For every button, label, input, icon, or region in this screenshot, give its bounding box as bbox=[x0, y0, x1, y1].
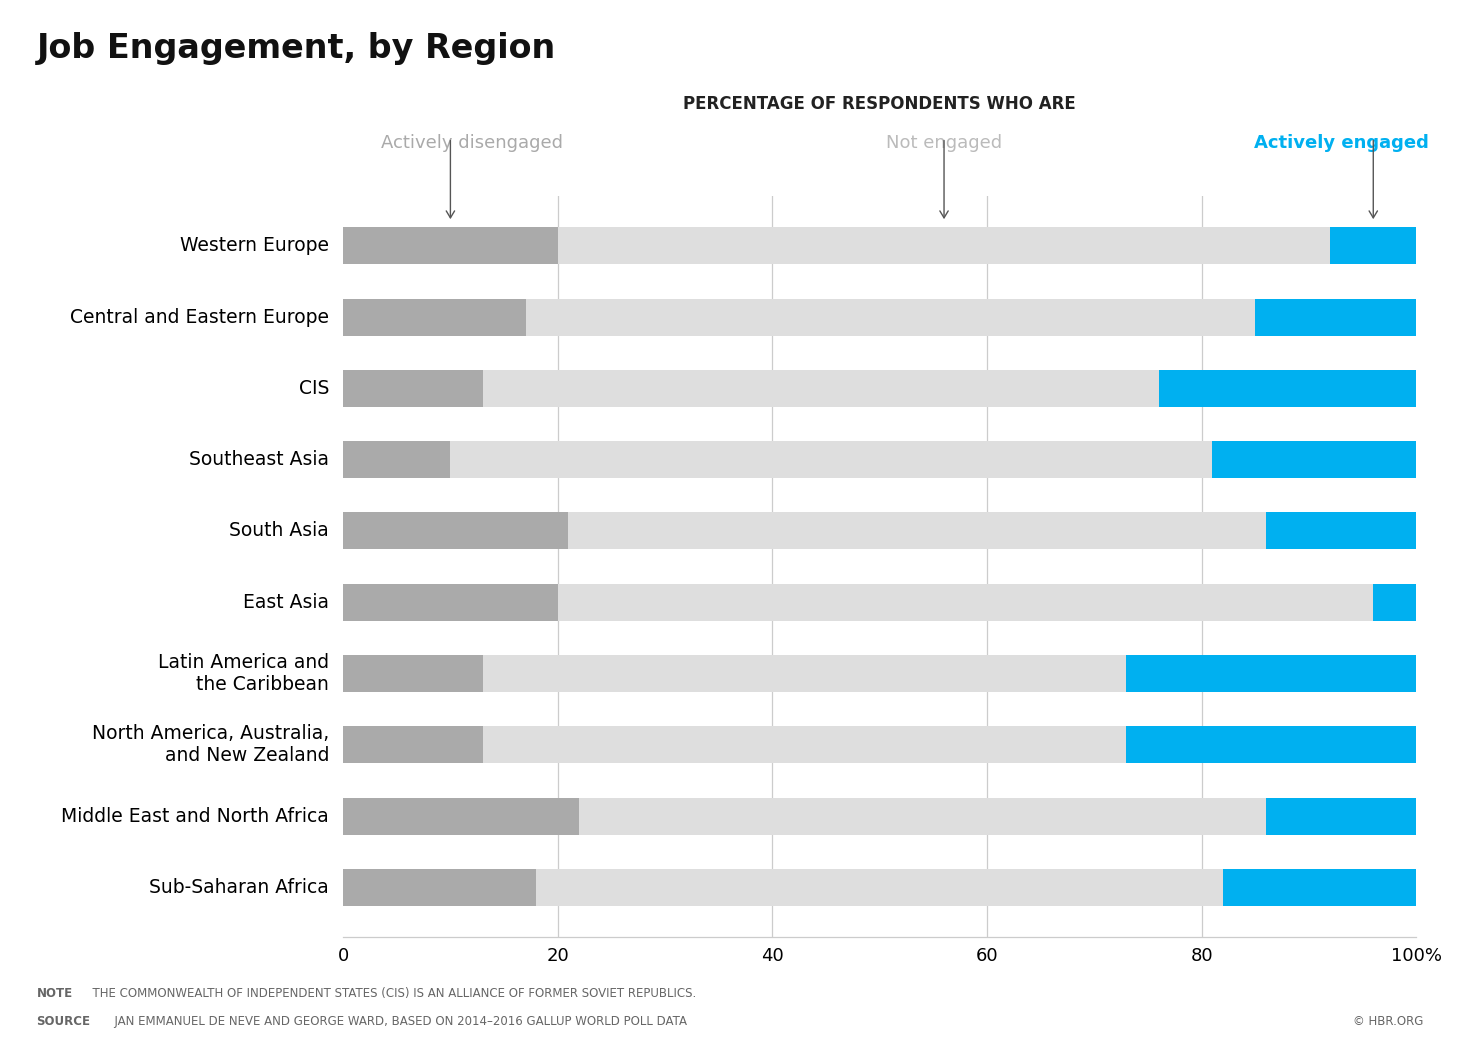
Text: Actively disengaged: Actively disengaged bbox=[381, 134, 564, 152]
Bar bbox=[1159, 370, 1416, 407]
Bar bbox=[343, 868, 536, 905]
Bar bbox=[343, 370, 483, 407]
Bar bbox=[1266, 797, 1416, 834]
Bar bbox=[1212, 442, 1416, 479]
Bar bbox=[1374, 584, 1416, 621]
Bar bbox=[343, 228, 558, 265]
Text: JAN EMMANUEL DE NEVE AND GEORGE WARD, BASED ON 2014–2016 GALLUP WORLD POLL DATA: JAN EMMANUEL DE NEVE AND GEORGE WARD, BA… bbox=[107, 1015, 686, 1027]
Bar bbox=[1127, 726, 1416, 764]
Bar bbox=[536, 868, 1223, 905]
Bar bbox=[343, 797, 580, 834]
Bar bbox=[1256, 299, 1416, 336]
Bar bbox=[1330, 228, 1416, 265]
Bar bbox=[343, 584, 558, 621]
Bar bbox=[450, 442, 1212, 479]
Text: PERCENTAGE OF RESPONDENTS WHO ARE: PERCENTAGE OF RESPONDENTS WHO ARE bbox=[683, 95, 1076, 113]
Bar bbox=[1127, 654, 1416, 692]
Text: THE COMMONWEALTH OF INDEPENDENT STATES (CIS) IS AN ALLIANCE OF FORMER SOVIET REP: THE COMMONWEALTH OF INDEPENDENT STATES (… bbox=[85, 987, 696, 1000]
Bar bbox=[558, 584, 1374, 621]
Text: Actively engaged: Actively engaged bbox=[1254, 134, 1428, 152]
Bar bbox=[526, 299, 1256, 336]
Text: Not engaged: Not engaged bbox=[886, 134, 1002, 152]
Bar bbox=[343, 442, 450, 479]
Bar bbox=[580, 797, 1266, 834]
Bar bbox=[483, 370, 1159, 407]
Text: © HBR.ORG: © HBR.ORG bbox=[1353, 1015, 1424, 1027]
Bar bbox=[483, 726, 1127, 764]
Bar bbox=[343, 654, 483, 692]
Bar bbox=[1223, 868, 1416, 905]
Bar bbox=[343, 299, 526, 336]
Bar bbox=[568, 513, 1266, 550]
Bar bbox=[343, 513, 568, 550]
Bar bbox=[558, 228, 1330, 265]
Bar bbox=[343, 726, 483, 764]
Text: NOTE: NOTE bbox=[36, 987, 73, 1000]
Text: Job Engagement, by Region: Job Engagement, by Region bbox=[36, 32, 556, 65]
Text: SOURCE: SOURCE bbox=[36, 1015, 91, 1027]
Bar bbox=[483, 654, 1127, 692]
Bar bbox=[1266, 513, 1416, 550]
